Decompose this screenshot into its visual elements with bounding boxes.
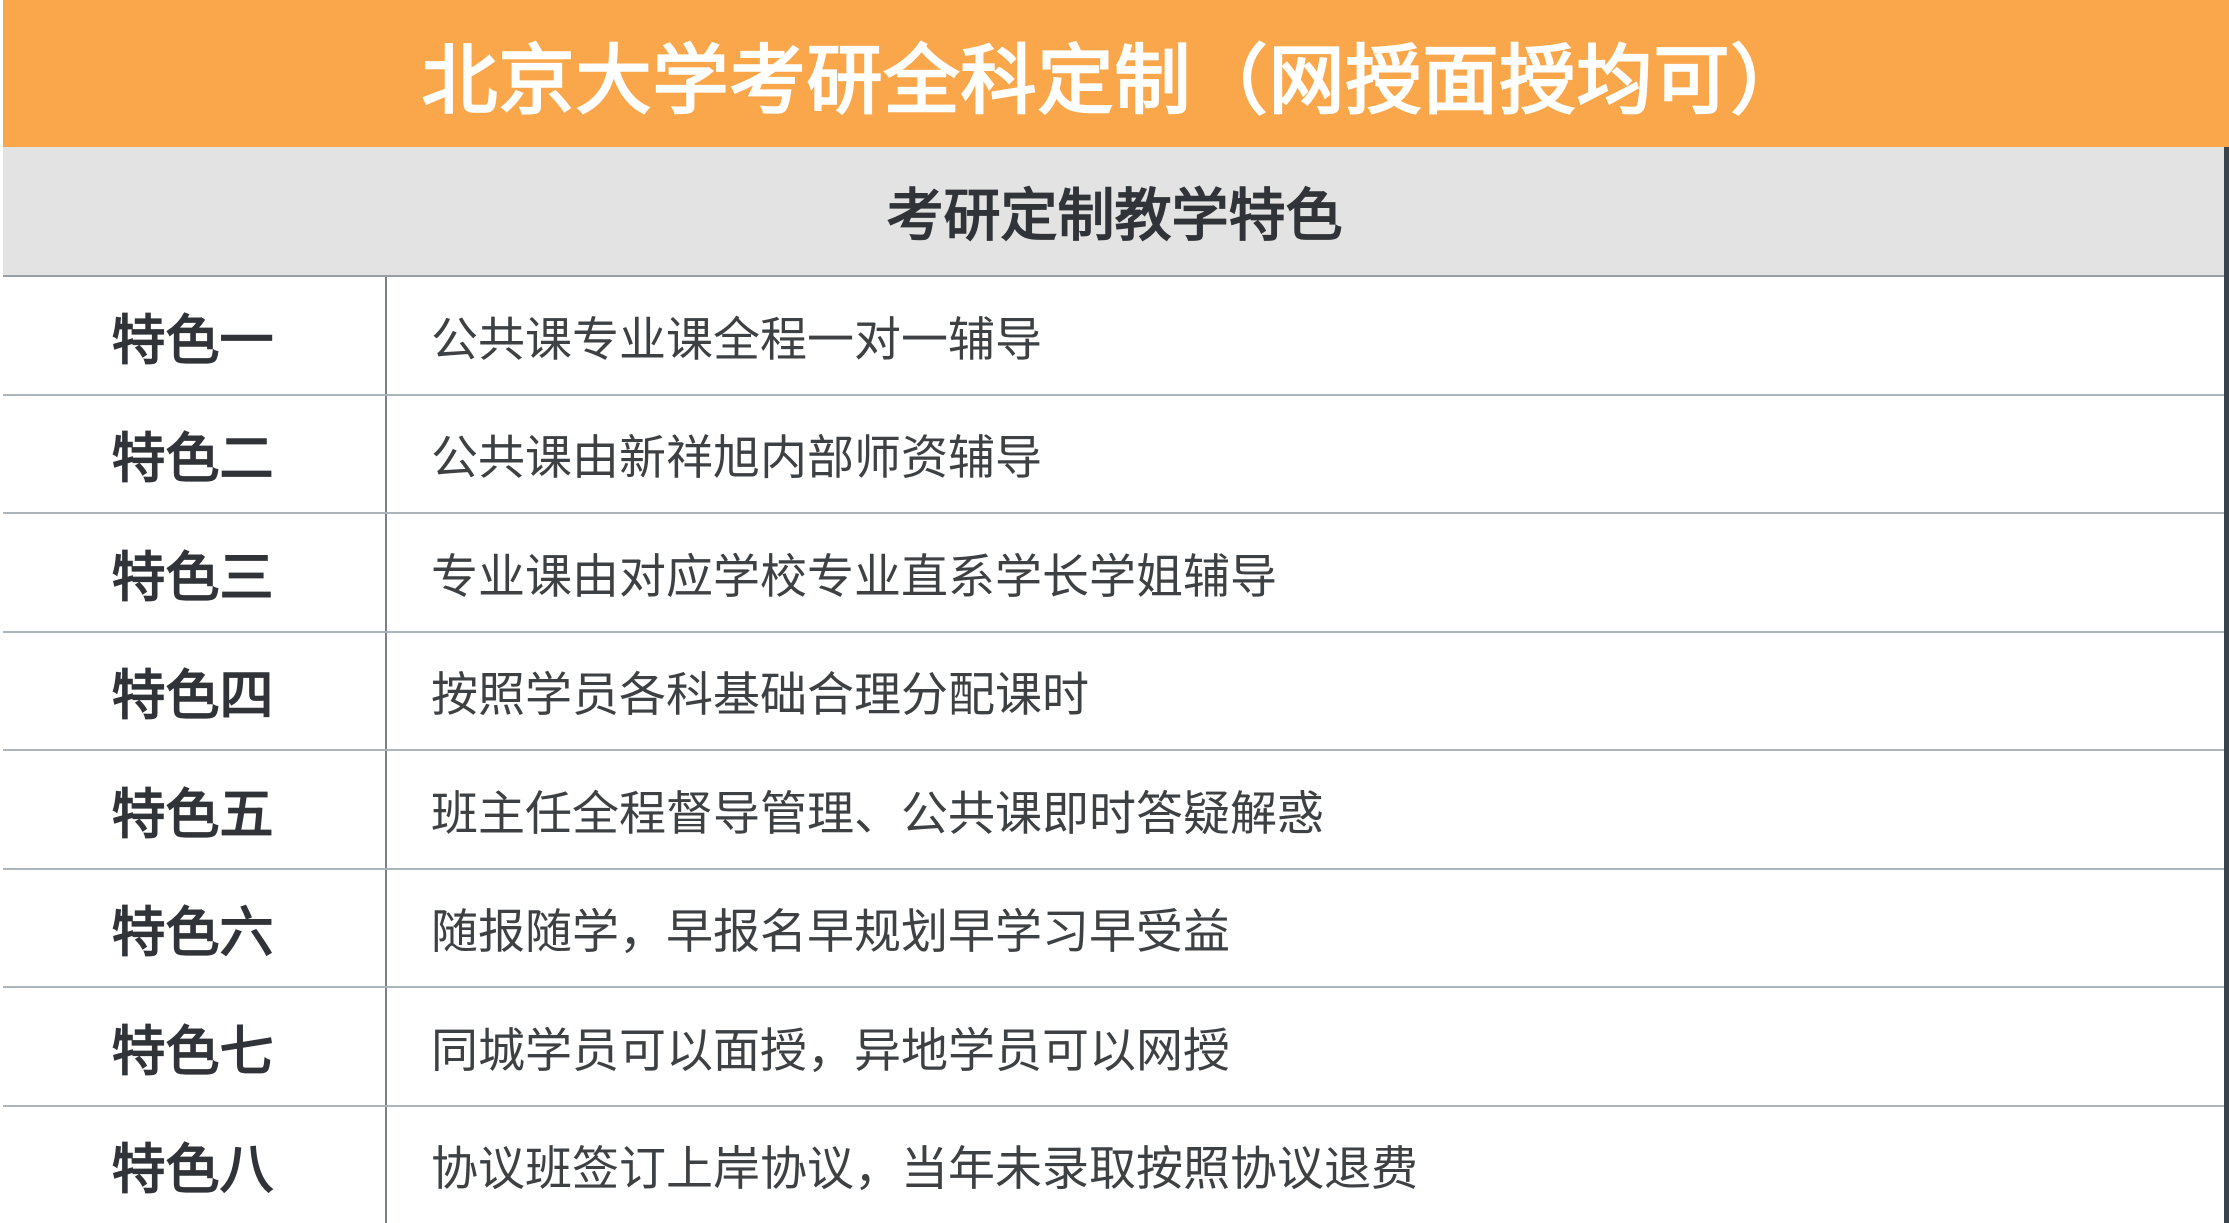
table-row: 特色四 按照学员各科基础合理分配课时 bbox=[0, 632, 2229, 751]
feature-description: 协议班签订上岸协议，当年未录取按照协议退费 bbox=[431, 1142, 1418, 1196]
poster-subheader-band: 考研定制教学特色 bbox=[0, 147, 2229, 277]
feature-description: 公共课由新祥旭内部师资辅导 bbox=[431, 431, 1042, 485]
feature-description: 随报随学，早报名早规划早学习早受益 bbox=[431, 905, 1230, 959]
features-table: 特色一 公共课专业课全程一对一辅导 特色二 公共课由新祥旭内部师资辅导 特色三 … bbox=[0, 277, 2229, 1223]
feature-description: 班主任全程督导管理、公共课即时答疑解惑 bbox=[431, 786, 1324, 840]
feature-label: 特色二 bbox=[0, 395, 387, 512]
feature-label: 特色八 bbox=[0, 1106, 387, 1223]
table-row: 特色八 协议班签订上岸协议，当年未录取按照协议退费 bbox=[0, 1106, 2229, 1223]
right-edge-border bbox=[2224, 147, 2229, 1223]
poster-title: 北京大学考研全科定制（网授面授均可） bbox=[421, 38, 1808, 124]
table-row: 特色三 专业课由对应学校专业直系学长学姐辅导 bbox=[0, 514, 2229, 633]
feature-label: 特色三 bbox=[0, 514, 387, 631]
feature-label: 特色四 bbox=[0, 632, 387, 749]
table-row: 特色二 公共课由新祥旭内部师资辅导 bbox=[0, 395, 2229, 514]
feature-description: 专业课由对应学校专业直系学长学姐辅导 bbox=[431, 549, 1277, 603]
feature-label: 特色六 bbox=[0, 869, 387, 986]
feature-description: 按照学员各科基础合理分配课时 bbox=[431, 668, 1089, 722]
left-edge-border bbox=[0, 0, 3, 1223]
poster-subtitle: 考研定制教学特色 bbox=[886, 184, 1343, 248]
table-row: 特色五 班主任全程督导管理、公共课即时答疑解惑 bbox=[0, 751, 2229, 870]
feature-label: 特色一 bbox=[0, 277, 387, 394]
feature-description: 公共课专业课全程一对一辅导 bbox=[431, 312, 1042, 366]
feature-description: 同城学员可以面授，异地学员可以网授 bbox=[431, 1023, 1230, 1077]
table-row: 特色七 同城学员可以面授，异地学员可以网授 bbox=[0, 988, 2229, 1107]
poster-header-band: 北京大学考研全科定制（网授面授均可） bbox=[0, 0, 2229, 147]
feature-label: 特色五 bbox=[0, 751, 387, 868]
table-row: 特色一 公共课专业课全程一对一辅导 bbox=[0, 277, 2229, 396]
table-row: 特色六 随报随学，早报名早规划早学习早受益 bbox=[0, 869, 2229, 988]
feature-label: 特色七 bbox=[0, 988, 387, 1105]
